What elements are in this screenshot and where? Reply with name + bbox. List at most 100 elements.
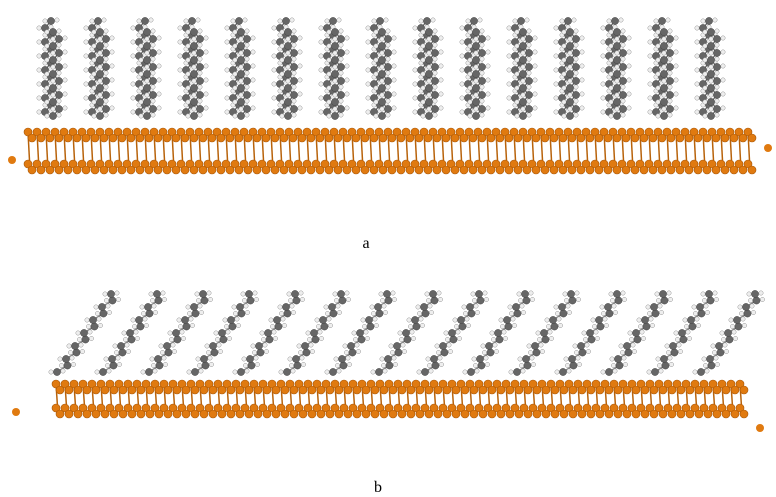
hydrogen bbox=[703, 114, 707, 118]
hydrogen bbox=[63, 64, 67, 68]
carbon bbox=[566, 98, 573, 105]
hydrogen bbox=[533, 78, 537, 82]
metal-atom bbox=[181, 134, 189, 142]
metal-atom bbox=[712, 166, 720, 174]
hydrogen bbox=[380, 298, 384, 302]
carbon bbox=[53, 368, 60, 375]
hydrogen bbox=[272, 54, 276, 58]
hydrogen bbox=[610, 357, 614, 361]
hydrogen bbox=[149, 292, 153, 296]
metal-atom bbox=[632, 386, 640, 394]
carbon bbox=[96, 70, 103, 77]
metal-atom bbox=[488, 386, 496, 394]
hydrogen bbox=[420, 323, 424, 327]
carbon bbox=[678, 329, 685, 336]
hydrogen bbox=[580, 50, 584, 54]
hydrogen bbox=[656, 114, 660, 118]
hydrogen bbox=[439, 106, 443, 110]
hydrogen bbox=[619, 344, 623, 348]
hydrogen bbox=[104, 99, 108, 103]
carbon bbox=[472, 28, 479, 35]
hydrogen bbox=[472, 298, 476, 302]
hydrogen bbox=[208, 297, 212, 301]
metal-atom bbox=[361, 134, 369, 142]
hydrogen bbox=[562, 100, 566, 104]
carbon bbox=[255, 342, 262, 349]
carbon bbox=[358, 336, 365, 343]
hydrogen bbox=[668, 85, 672, 89]
carbon bbox=[200, 355, 207, 362]
carbon bbox=[378, 84, 385, 91]
metal-atom bbox=[190, 166, 198, 174]
hydrogen bbox=[92, 114, 96, 118]
hydrogen bbox=[421, 114, 425, 118]
carbon bbox=[141, 17, 148, 24]
hydrogen bbox=[460, 82, 464, 86]
hydrogen bbox=[490, 331, 494, 335]
metal-atom bbox=[254, 386, 262, 394]
carbon bbox=[237, 112, 244, 119]
metal-atom bbox=[731, 386, 739, 394]
hydrogen bbox=[95, 370, 99, 374]
hydrogen bbox=[355, 343, 359, 347]
carbon bbox=[429, 290, 436, 297]
hydrogen bbox=[493, 343, 497, 347]
metal-atom bbox=[110, 386, 118, 394]
carbon bbox=[378, 70, 385, 77]
hydrogen bbox=[186, 305, 190, 309]
hydrogen bbox=[333, 292, 337, 296]
metal-atom bbox=[668, 410, 676, 418]
hydrogen bbox=[601, 96, 605, 100]
metal-atom bbox=[658, 166, 666, 174]
metal-atom bbox=[119, 410, 127, 418]
hydrogen bbox=[374, 58, 378, 62]
carbon bbox=[717, 349, 724, 356]
hydrogen bbox=[480, 85, 484, 89]
hydrogen bbox=[474, 65, 478, 69]
hydrogen bbox=[157, 64, 161, 68]
carbon bbox=[519, 70, 526, 77]
hydrogen bbox=[319, 40, 323, 44]
hydrogen bbox=[433, 71, 437, 75]
hydrogen bbox=[310, 349, 314, 353]
hydrogen bbox=[233, 58, 237, 62]
hydrogen bbox=[648, 82, 652, 86]
hydrogen bbox=[366, 68, 370, 72]
metal-atom bbox=[28, 134, 36, 142]
metal-atom bbox=[272, 386, 280, 394]
metal-atom bbox=[740, 386, 748, 394]
hydrogen bbox=[278, 19, 282, 23]
hydrogen bbox=[189, 317, 193, 321]
hydrogen bbox=[695, 40, 699, 44]
metal-atom bbox=[515, 386, 523, 394]
hydrogen bbox=[255, 362, 259, 366]
carbon bbox=[321, 323, 328, 330]
hydrogen bbox=[604, 323, 608, 327]
metal-atom bbox=[118, 134, 126, 142]
metal-atom bbox=[244, 166, 252, 174]
carbon bbox=[374, 303, 381, 310]
hydrogen bbox=[411, 336, 415, 340]
hydrogen bbox=[486, 106, 490, 110]
hydrogen bbox=[417, 311, 421, 315]
hydrogen bbox=[533, 50, 537, 54]
hydrogen bbox=[157, 78, 161, 82]
hydrogen bbox=[315, 318, 319, 322]
hydrogen bbox=[533, 36, 537, 40]
carbon bbox=[425, 98, 432, 105]
hydrogen bbox=[162, 356, 166, 360]
hydrogen bbox=[531, 362, 535, 366]
hydrogen bbox=[601, 26, 605, 30]
hydrogen bbox=[263, 343, 267, 347]
hydrogen bbox=[525, 18, 529, 22]
hydrogen bbox=[386, 43, 390, 47]
hydrogen bbox=[392, 64, 396, 68]
hydrogen bbox=[370, 305, 374, 309]
hydrogen bbox=[141, 311, 145, 315]
hydrogen bbox=[703, 44, 707, 48]
metal-atom bbox=[586, 134, 594, 142]
carbon bbox=[634, 336, 641, 343]
carbon bbox=[102, 105, 109, 112]
metal-atom bbox=[127, 166, 135, 174]
hydrogen bbox=[613, 369, 617, 373]
